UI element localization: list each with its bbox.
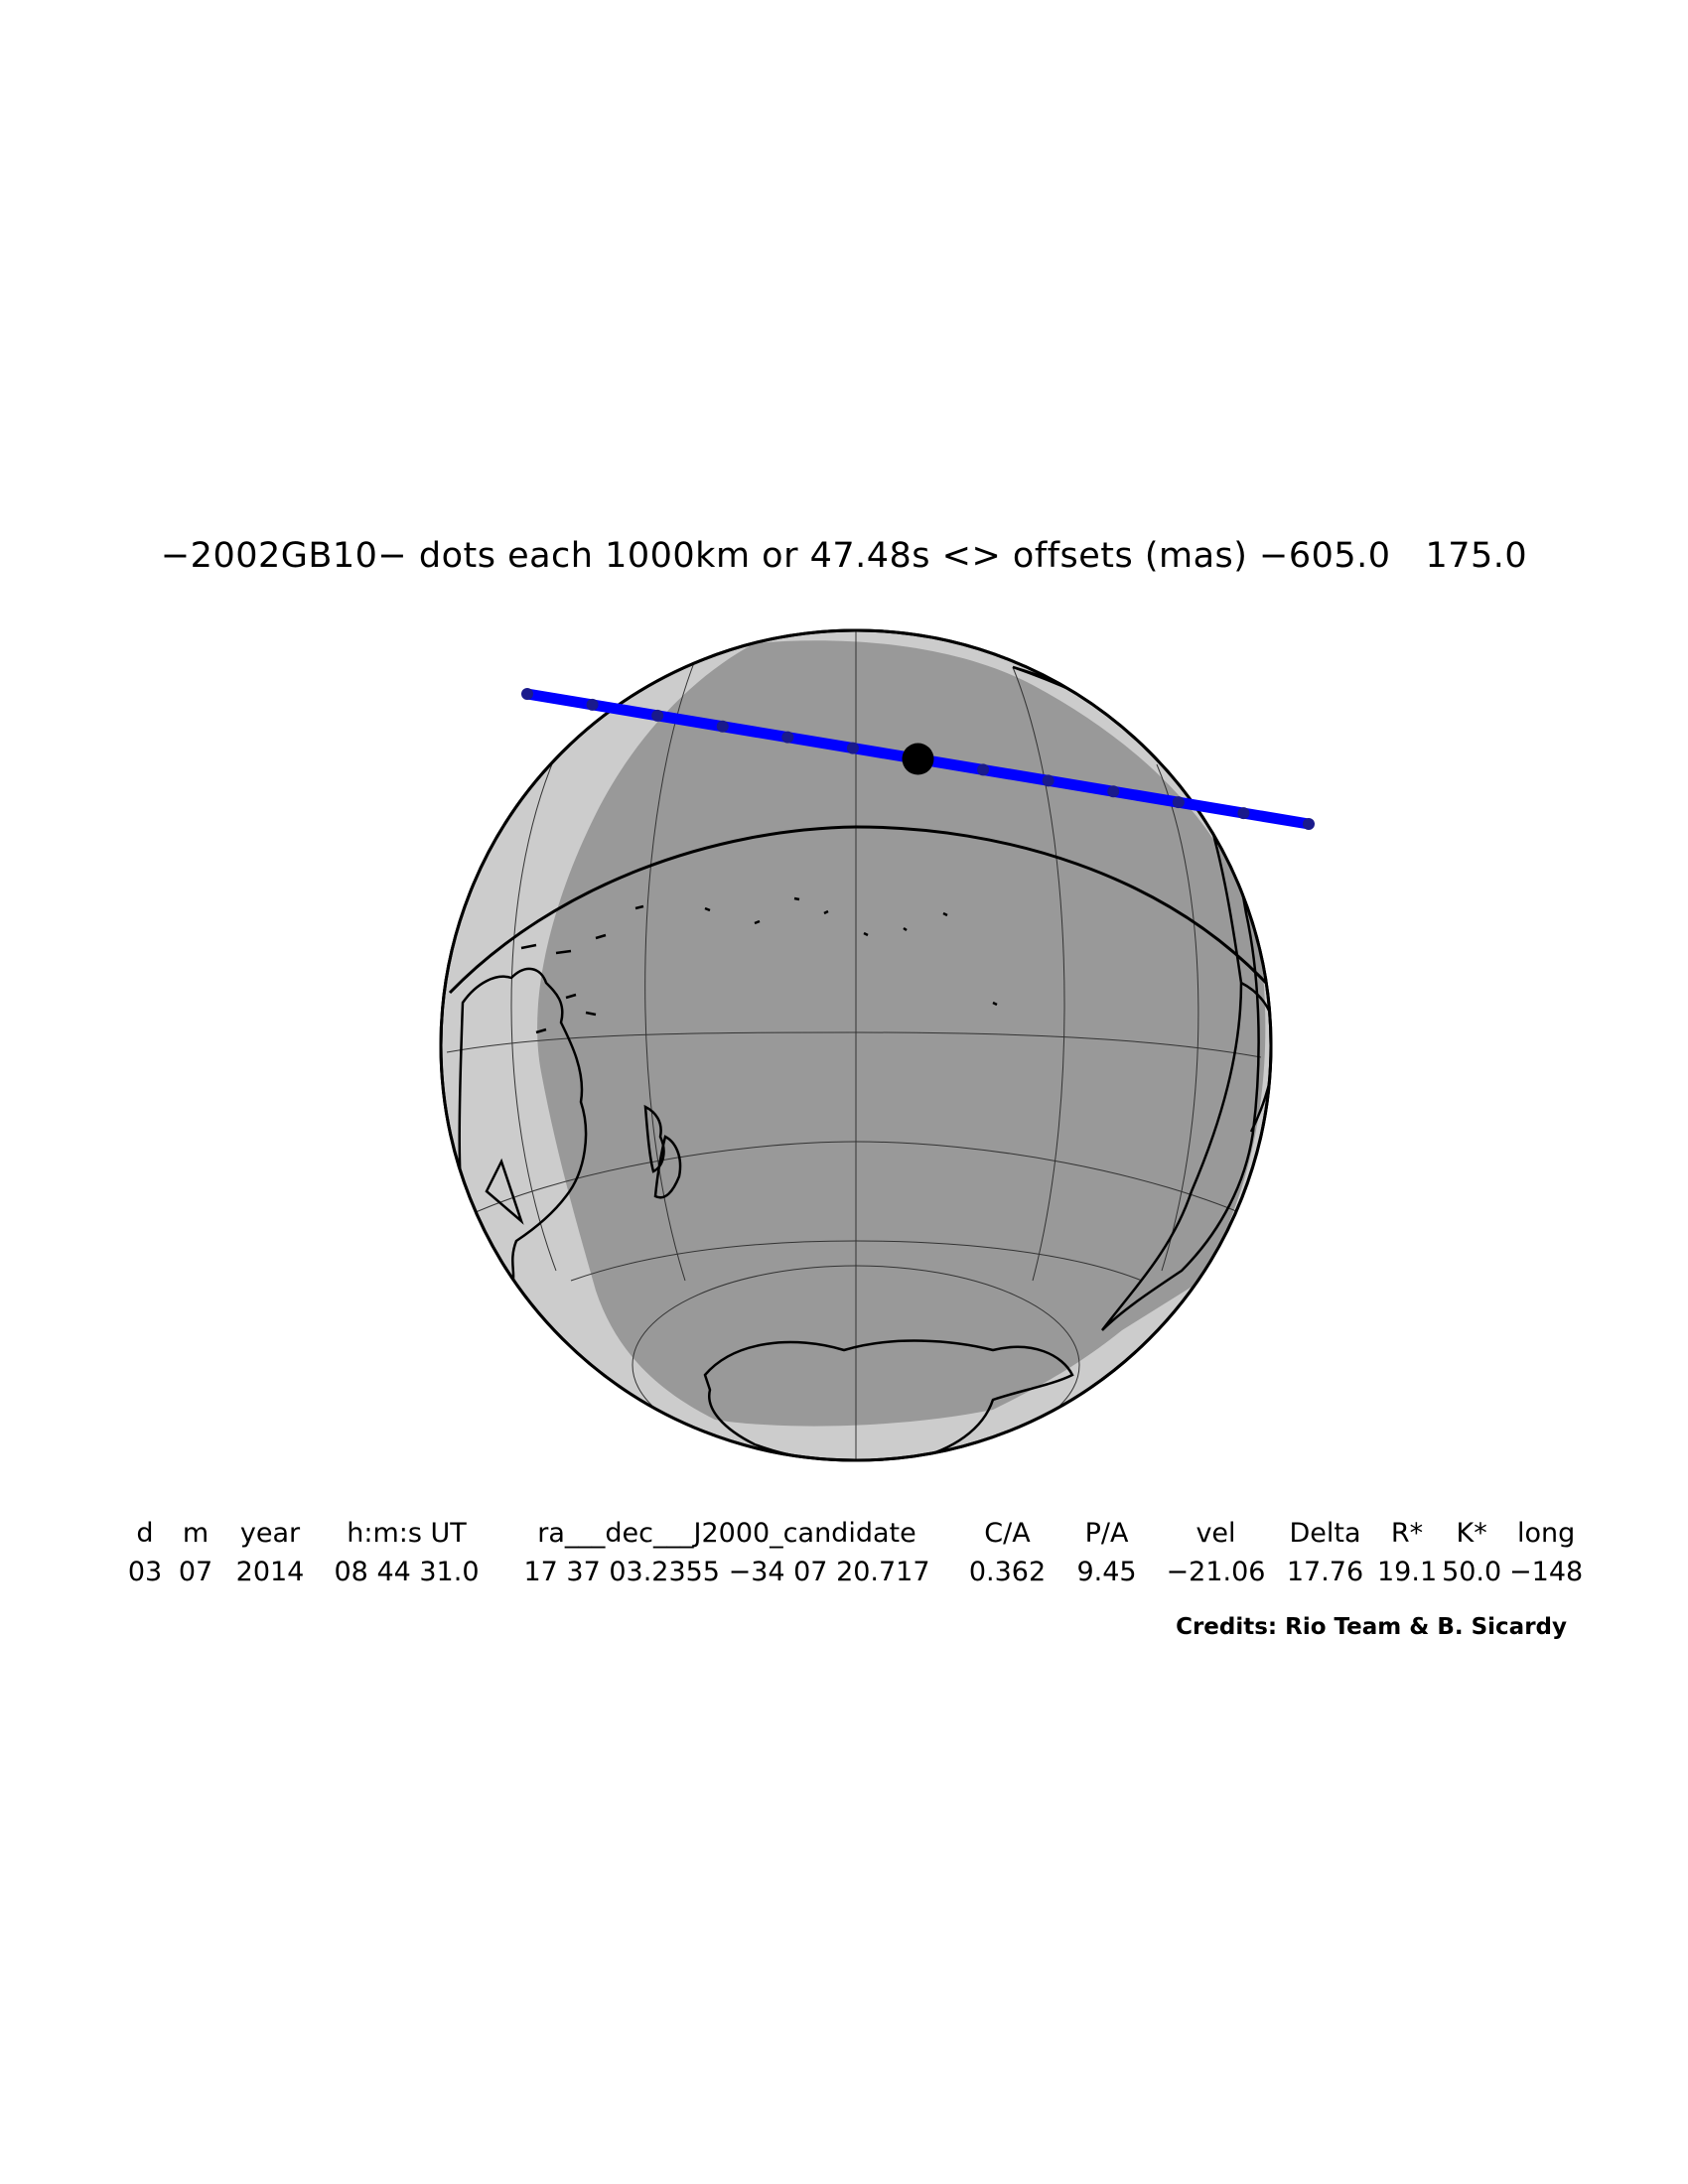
value-cell: 17 37 03.2355 −34 07 20.717 xyxy=(523,1557,930,1587)
header-cell: vel xyxy=(1196,1518,1236,1549)
header-cell: ra___dec___J2000_candidate xyxy=(537,1518,916,1549)
parameters-value-row: 03 07 2014 08 44 31.0 17 37 03.2355 −34 07 2… xyxy=(119,1553,1586,1591)
value-cell: 19.1 xyxy=(1377,1557,1438,1587)
header-cell: long xyxy=(1516,1518,1576,1549)
path-dot xyxy=(1107,785,1120,798)
graticule xyxy=(446,630,1262,1460)
header-cell: h:m:s UT xyxy=(347,1518,467,1549)
value-cell: 50.0 xyxy=(1442,1557,1502,1587)
path-dot xyxy=(846,742,859,754)
header-cell: K* xyxy=(1456,1518,1487,1549)
header-cell: d xyxy=(136,1518,154,1549)
value-cell: 03 xyxy=(127,1557,163,1587)
credits-text: Credits: Rio Team & B. Sicardy xyxy=(1176,1614,1567,1640)
path-dot xyxy=(651,709,664,722)
closest-approach-dot xyxy=(902,743,934,775)
value-cell: 2014 xyxy=(235,1557,305,1587)
value-cell: −148 xyxy=(1509,1557,1584,1587)
header-cell: C/A xyxy=(984,1518,1031,1549)
occultation-parameters-table: d m year h:m:s UT ra___dec___J2000_candidate… xyxy=(119,1514,1586,1591)
header-cell: P/A xyxy=(1084,1518,1129,1549)
path-dot xyxy=(1303,818,1315,830)
header-cell: R* xyxy=(1390,1518,1424,1549)
path-dot xyxy=(1237,807,1250,820)
value-cell: 07 xyxy=(178,1557,213,1587)
shadow-path xyxy=(521,688,1315,830)
path-dot xyxy=(521,688,533,700)
value-cell: 08 44 31.0 xyxy=(334,1557,480,1587)
header-cell: year xyxy=(239,1518,301,1549)
value-cell: 17.76 xyxy=(1286,1557,1364,1587)
path-dot xyxy=(781,731,794,744)
map-title: −2002GB10− dots each 1000km or 47.48s <>… xyxy=(160,536,1528,576)
header-cell: Delta xyxy=(1289,1518,1361,1549)
path-dot xyxy=(1042,774,1055,787)
value-cell: 0.362 xyxy=(968,1557,1047,1587)
value-cell: 9.45 xyxy=(1076,1557,1137,1587)
value-cell: −21.06 xyxy=(1166,1557,1266,1587)
path-dot xyxy=(716,720,729,733)
path-dot xyxy=(1172,796,1185,809)
header-cell: m xyxy=(182,1518,210,1549)
parameters-header-row: d m year h:m:s UT ra___dec___J2000_candidate… xyxy=(119,1514,1586,1553)
earth-globe xyxy=(439,628,1273,1462)
night-region xyxy=(537,640,1266,1427)
path-dot xyxy=(977,763,990,776)
path-dot xyxy=(586,698,599,711)
equator-line xyxy=(448,825,1268,995)
